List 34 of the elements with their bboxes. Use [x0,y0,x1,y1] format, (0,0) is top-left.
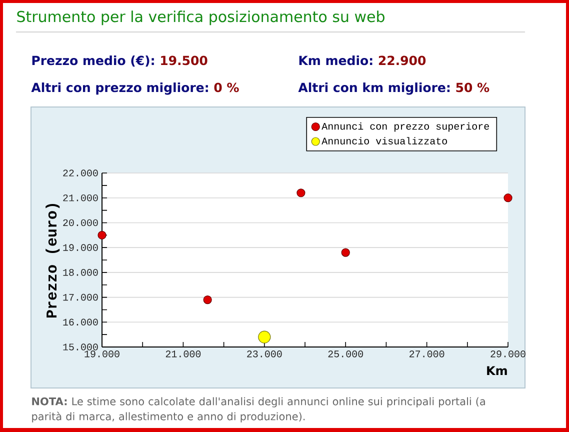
point [203,295,212,304]
x-tick-label: 23.000 [247,350,282,358]
point [504,194,512,202]
text: NOTA: Le stime sono calcolate dall'analisi degli annunci online sui principali portali (a parità di marca, allestimento e anno di produzione). [32,397,485,422]
text: Altri con km migliore: [298,82,450,95]
text: 50 % [456,82,490,92]
x-tick-label: 25.000 [328,350,363,358]
x-axis-title: Km [487,366,507,375]
text: Km medio: [299,55,372,66]
x-tick-label: 19.000 [84,350,120,358]
point [341,248,350,257]
x-tick-label: 29.000 [490,350,526,358]
y-tick-label: 15.000 [63,344,98,350]
text: 22.900 [378,56,426,66]
y-tick-label: 17.000 [63,294,98,301]
text: 19.500 [161,56,208,66]
point [98,230,106,240]
y-tick-label: 18.000 [63,269,98,276]
text: 0 % [214,82,239,92]
x-tick-label: 21.000 [166,350,201,358]
y-tick-label: 19.000 [63,244,98,251]
legend-label: Annuncio visualizzato [322,137,447,144]
y-tick-label: 22.000 [63,170,98,176]
y-tick-label: 21.000 [63,194,98,202]
x-tick-label: 27.000 [410,350,444,358]
y-tick-label: 16.000 [63,318,98,326]
y-tick-label: 20.000 [63,219,98,226]
text: Prezzo medio (€): [32,55,154,67]
text: Altri con prezzo migliore: [31,82,208,95]
chart-title: Strumento per la verifica posizionamento su web [17,10,384,26]
y-axis-title: Prezzo (euro) [46,204,60,318]
point [296,188,306,198]
legend-label: Annunci con prezzo superiore [322,122,489,132]
point [258,330,271,344]
